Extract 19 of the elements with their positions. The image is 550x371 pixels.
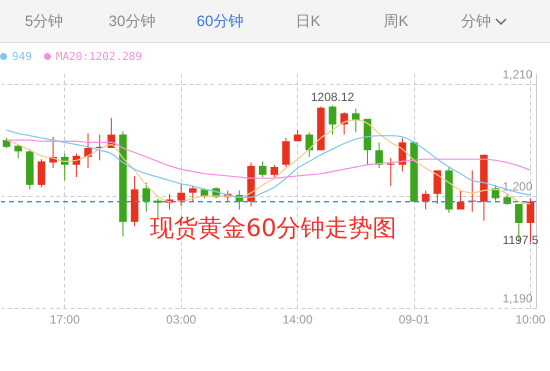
text: 60分钟 <box>196 12 244 30</box>
y-tick-label: 1,210 <box>502 68 533 82</box>
annotation: 1197.5 <box>502 233 539 248</box>
x-tick-label: 10:00 <box>515 312 546 326</box>
annotation: 现货黄金60分钟走势图 <box>150 213 397 244</box>
x-tick-label: 17:00 <box>50 312 80 326</box>
annotation: 1208.12 <box>310 90 355 104</box>
y-tick-label: 1,190 <box>502 292 533 306</box>
text: 5分钟 <box>24 12 64 30</box>
legend-label: 949 <box>12 50 32 63</box>
legend-label: MA20:1202.289 <box>56 50 142 63</box>
text: 日K <box>294 12 322 30</box>
x-tick-label: 03:00 <box>166 312 197 326</box>
x-tick-label: 14:00 <box>282 312 313 326</box>
y-tick-label: 1,200 <box>502 180 533 194</box>
text: 周K <box>382 12 410 30</box>
text: 30分钟 <box>108 12 156 30</box>
x-tick-label: 09-01 <box>398 312 430 326</box>
text: 分钟 <box>460 12 492 30</box>
